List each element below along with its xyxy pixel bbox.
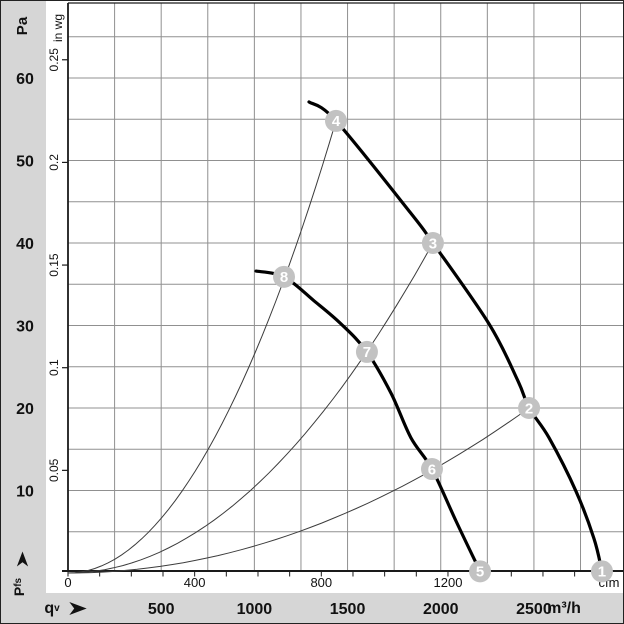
inwg-tick-label: 0.15	[47, 253, 61, 277]
pa-tick-label: 50	[16, 154, 34, 171]
system-line-c	[67, 407, 530, 574]
operating-point-8: 8	[273, 265, 296, 288]
operating-point-circle	[590, 560, 613, 583]
operating-point-circle	[421, 232, 444, 254]
cfm-tick-label: 1200	[434, 575, 463, 590]
operating-point-circle	[420, 458, 443, 481]
pa-tick-label: 30	[16, 319, 34, 336]
plot-frame	[62, 2, 623, 572]
operating-point-number: 8	[280, 269, 288, 286]
inwg-tick-label: 0.25	[47, 48, 61, 72]
pa-tick-label: 20	[16, 401, 34, 418]
operating-point-1: 1	[590, 560, 613, 583]
pfs-direction-arrow-icon	[14, 551, 32, 567]
cfm-tick-label: 0	[64, 575, 71, 590]
operating-point-number: 2	[525, 400, 533, 417]
inwg-axis: 0.05 0.1 0.15 0.2 0.25	[47, 48, 68, 482]
operating-point-circle	[325, 109, 348, 132]
pa-axis: 10 20 30 40 50 60	[16, 71, 34, 501]
operating-point-circle	[273, 265, 296, 288]
operating-point-circle	[518, 397, 541, 419]
pa-tick-label: 60	[16, 71, 34, 88]
m3h-tick-label: 1000	[237, 601, 273, 618]
operating-point-6: 6	[420, 458, 443, 481]
inwg-tick-label: 0.1	[47, 359, 61, 376]
m3h-tick-label: 1500	[330, 601, 366, 618]
operating-point-5: 5	[469, 560, 492, 583]
operating-point-number: 4	[332, 113, 341, 130]
fan-curves	[254, 100, 604, 573]
plot-background	[46, 1, 623, 593]
pfs-base: P	[11, 586, 27, 597]
m3h-tick-label: 2500	[516, 601, 552, 618]
fan-curve-1-2-3-4	[307, 100, 604, 573]
inwg-tick-label: 0.2	[47, 154, 61, 171]
operating-point-number: 1	[598, 564, 606, 581]
operating-point-number: 3	[429, 235, 437, 252]
operating-point-circle	[469, 560, 492, 583]
m3h-tick-label: 2000	[423, 601, 459, 618]
operating-point-4: 4	[325, 109, 348, 132]
pa-tick-label: 40	[16, 236, 34, 253]
system-line-a	[67, 120, 337, 574]
x-axis-unit-m3h: m³/h	[547, 600, 581, 617]
pa-tick-label: 10	[16, 484, 34, 501]
operating-point-circle	[355, 340, 378, 363]
m3h-axis: 500 1000 1500 2000 2500	[148, 601, 552, 618]
inwg-tick-label: 0.05	[47, 458, 61, 482]
operating-point-3: 3	[421, 232, 444, 254]
operating-point-2: 2	[518, 397, 541, 419]
operating-point-7: 7	[355, 340, 378, 363]
y-axis-unit-inwg: in wg	[51, 14, 65, 43]
qv-direction-arrow-icon	[68, 602, 88, 615]
operating-point-number: 7	[363, 344, 371, 361]
fan-curve-5-6-7-8	[254, 269, 482, 573]
operating-point-number: 5	[476, 564, 484, 581]
operating-point-number: 6	[428, 461, 436, 478]
operating-point-badges: 1 2 3 4 5 6 7 8	[273, 109, 613, 583]
m3h-tick-label: 500	[148, 601, 175, 618]
qv-base: q	[44, 600, 55, 617]
cfm-tick-label: 800	[310, 575, 332, 590]
cfm-tick-label: 400	[184, 575, 206, 590]
y-axis-unit-pa: Pa	[13, 16, 31, 36]
